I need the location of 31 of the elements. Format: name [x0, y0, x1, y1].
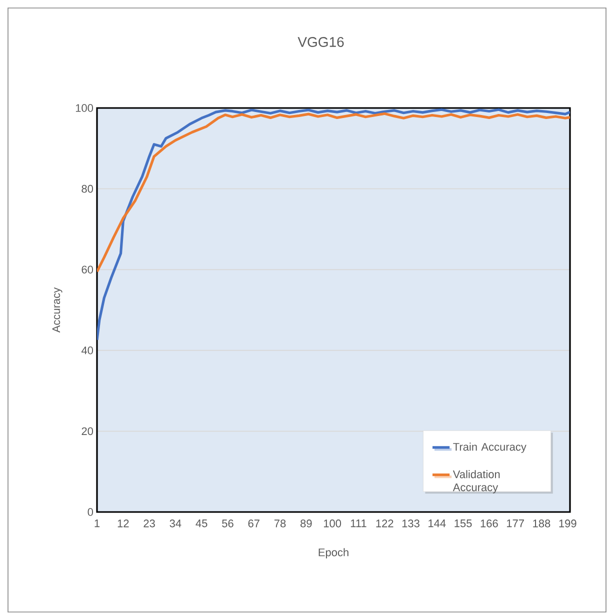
x-tick-label: 111 — [350, 520, 366, 528]
x-tick-label: 67 — [248, 520, 260, 528]
legend-label: Validation Accuracy — [452, 470, 500, 494]
y-tick-label: 60 — [82, 266, 94, 274]
chart-title: VGG16 — [298, 37, 344, 47]
x-tick-label: 133 — [402, 520, 420, 528]
x-tick-label: 188 — [533, 520, 550, 528]
x-tick-label: 23 — [144, 520, 155, 528]
y-tick-label: 0 — [88, 508, 94, 516]
x-tick-label: 144 — [428, 520, 446, 528]
x-tick-label: 155 — [454, 520, 472, 528]
y-axis-title: Accuracy — [52, 287, 62, 333]
x-tick-label: 45 — [196, 520, 208, 528]
x-tick-label: 12 — [118, 520, 129, 528]
x-tick-label: 78 — [274, 520, 286, 528]
legend-label: Train Accuracy — [453, 442, 526, 453]
line-series — [96, 108, 570, 342]
y-tick-label: 80 — [82, 184, 94, 193]
y-tick-label: 40 — [81, 346, 94, 354]
x-tick-label: 1 — [94, 520, 100, 528]
x-axis-title: Epoch — [318, 548, 348, 558]
x-tick-label: 100 — [324, 520, 342, 528]
x-tick-label: 177 — [506, 520, 524, 528]
y-tick-label: 20 — [82, 427, 94, 436]
x-tick-label: 199 — [559, 520, 576, 528]
y-tick-label: 100 — [76, 104, 94, 112]
x-tick-label: 122 — [376, 520, 394, 528]
x-tick-label: 34 — [170, 520, 182, 528]
x-tick-label: 56 — [222, 520, 234, 528]
x-tick-label: 166 — [480, 520, 498, 528]
x-tick-label: 89 — [300, 520, 312, 528]
